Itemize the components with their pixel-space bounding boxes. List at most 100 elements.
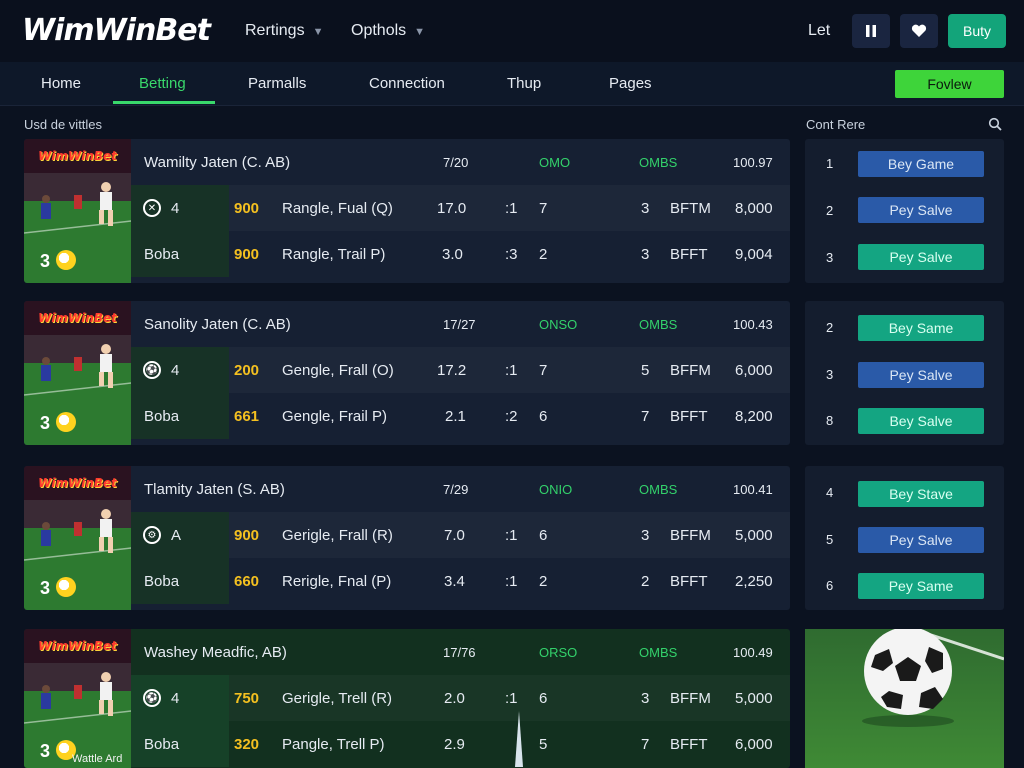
row-value-d: 3 bbox=[641, 200, 650, 217]
row-value-b: :1 bbox=[505, 200, 518, 217]
sport-icon: ✕ bbox=[143, 199, 161, 217]
menu-options-label: Opthols bbox=[351, 22, 407, 39]
row-value-c: 2 bbox=[539, 573, 548, 590]
row-value-f: 6,000 bbox=[735, 736, 773, 753]
nav-thup[interactable]: Thup bbox=[507, 75, 542, 92]
brand-logo[interactable]: WimWinBet bbox=[22, 13, 211, 48]
match-thumbnail: WimWinBet 3 bbox=[24, 139, 131, 283]
bet-action-button[interactable]: Pey Same bbox=[858, 573, 984, 599]
row-lead-cell bbox=[131, 721, 229, 767]
row-lead: Boba bbox=[144, 246, 180, 263]
featured-soccer-image[interactable] bbox=[805, 629, 1004, 768]
match-card[interactable]: WimWinBet 3 Wamilty Jaten (C. AB) 7/20 O… bbox=[24, 139, 790, 283]
row-value-b: :2 bbox=[505, 408, 518, 425]
row-value-f: 8,000 bbox=[735, 200, 773, 217]
row-value-c: 5 bbox=[539, 736, 548, 753]
market-value: 100.41 bbox=[733, 482, 773, 497]
thumbnail-number: 3 bbox=[40, 741, 51, 761]
bet-action-panel: 2 Bey Same 3 Pey Salve 8 Bey Salve bbox=[805, 301, 1004, 445]
favorite-button[interactable] bbox=[900, 14, 938, 48]
row-odds[interactable]: 320 bbox=[234, 736, 260, 753]
row-value-d: 7 bbox=[641, 408, 650, 425]
match-title[interactable]: Tlamity Jaten (S. AB) bbox=[144, 481, 285, 498]
nav-betting[interactable]: Betting bbox=[139, 75, 186, 92]
search-icon[interactable] bbox=[988, 117, 1002, 131]
match-title[interactable]: Wamilty Jaten (C. AB) bbox=[144, 154, 291, 171]
row-lead: A bbox=[171, 527, 182, 544]
nav-pages[interactable]: Pages bbox=[609, 75, 652, 92]
menu-ratings-label: Rertings bbox=[245, 22, 305, 39]
row-label: Gerigle, Frall (R) bbox=[282, 527, 393, 544]
let-link[interactable]: Let bbox=[808, 22, 831, 39]
match-time: 17/27 bbox=[443, 317, 476, 332]
row-value-b: :3 bbox=[505, 246, 518, 263]
menu-options[interactable]: Opthols ▼ bbox=[351, 22, 425, 40]
row-lead: 4 bbox=[171, 200, 180, 217]
table-row[interactable]: ⚽ 4 750 Gerigle, Trell (R) 2.0 :1 6 3 BF… bbox=[131, 675, 790, 721]
preview-button[interactable]: Fovlew bbox=[895, 70, 1004, 98]
soccer-ball-icon bbox=[56, 740, 76, 760]
nav-parmalls[interactable]: Parmalls bbox=[248, 75, 307, 92]
main-nav: Home Betting Parmalls Connection Thup Pa… bbox=[0, 62, 1024, 106]
row-value-d: 2 bbox=[641, 573, 650, 590]
row-value-e: BFFT bbox=[670, 573, 708, 590]
brand-banner: WimWinBet bbox=[24, 139, 131, 173]
row-value-d: 3 bbox=[641, 246, 650, 263]
market-code-2: OMBS bbox=[639, 317, 678, 332]
brand-banner: WimWinBet bbox=[24, 629, 131, 663]
heart-icon bbox=[911, 24, 927, 37]
bet-action-button[interactable]: Pey Salve bbox=[858, 197, 984, 223]
nav-home[interactable]: Home bbox=[41, 75, 82, 92]
match-time: 7/29 bbox=[443, 482, 469, 497]
table-row[interactable]: Boba 320 Pangle, Trell P) 2.9 5 7 BFFT 6… bbox=[131, 711, 790, 767]
row-value-c: 6 bbox=[539, 527, 548, 544]
table-row[interactable]: Boba 661 Gengle, Frail P) 2.1 :2 6 7 BFF… bbox=[131, 393, 790, 439]
pause-button[interactable] bbox=[852, 14, 890, 48]
menu-ratings[interactable]: Rertings ▼ bbox=[245, 22, 323, 40]
row-value-b: :1 bbox=[505, 690, 518, 707]
buy-button[interactable]: Buty bbox=[948, 14, 1006, 48]
table-row[interactable]: Boba 900 Rangle, Trail P) 3.0 :3 2 3 BFF… bbox=[131, 231, 790, 277]
row-lead-cell bbox=[131, 231, 229, 277]
pause-icon bbox=[866, 25, 876, 37]
bet-action-button[interactable]: Bey Game bbox=[858, 151, 984, 177]
row-odds[interactable]: 900 bbox=[234, 246, 260, 263]
match-title[interactable]: Washey Meadfic, AB) bbox=[144, 644, 287, 661]
row-value-a: 17.0 bbox=[437, 200, 467, 217]
match-time: 17/76 bbox=[443, 645, 476, 660]
row-odds[interactable]: 660 bbox=[234, 573, 260, 590]
row-odds[interactable]: 200 bbox=[234, 362, 260, 379]
bet-action-button[interactable]: Bey Same bbox=[858, 315, 984, 341]
sport-icon: ⚽ bbox=[143, 361, 161, 379]
bet-action-button[interactable]: Pey Salve bbox=[858, 362, 984, 388]
table-row[interactable]: ⚙ A 900 Gerigle, Frall (R) 7.0 :1 6 3 BF… bbox=[131, 512, 790, 558]
row-odds[interactable]: 661 bbox=[234, 408, 260, 425]
market-value: 100.43 bbox=[733, 317, 773, 332]
match-title[interactable]: Sanolity Jaten (C. AB) bbox=[144, 316, 291, 333]
row-value-a: 2.1 bbox=[445, 408, 466, 425]
table-row[interactable]: Boba 660 Rerigle, Fnal (P) 3.4 :1 2 2 BF… bbox=[131, 558, 790, 604]
row-odds[interactable]: 900 bbox=[234, 200, 260, 217]
match-card[interactable]: WimWinBet 3 Tlamity Jaten (S. AB) 7/29 O… bbox=[24, 466, 790, 610]
match-card[interactable]: WimWinBet 3 Washey Meadfic, AB) 17/76 OR… bbox=[24, 629, 790, 768]
player-photo bbox=[24, 663, 131, 768]
row-odds[interactable]: 900 bbox=[234, 527, 260, 544]
match-card[interactable]: WimWinBet 3 Sanolity Jaten (C. AB) 17/27… bbox=[24, 301, 790, 445]
bet-action-button[interactable]: Pey Salve bbox=[858, 527, 984, 553]
match-header-row: Wamilty Jaten (C. AB) 7/20 OMO OMBS 100.… bbox=[131, 139, 790, 185]
row-value-a: 3.0 bbox=[442, 246, 463, 263]
bet-action-button[interactable]: Bey Stave bbox=[858, 481, 984, 507]
nav-connection[interactable]: Connection bbox=[369, 75, 445, 92]
table-row[interactable]: ⚽ 4 200 Gengle, Frall (O) 17.2 :1 7 5 BF… bbox=[131, 347, 790, 393]
row-value-b: :1 bbox=[505, 527, 518, 544]
sport-icon: ⚙ bbox=[143, 526, 161, 544]
soccer-ball-icon bbox=[56, 250, 76, 270]
chevron-down-icon: ▼ bbox=[312, 26, 324, 38]
row-value-d: 7 bbox=[641, 736, 650, 753]
row-odds[interactable]: 750 bbox=[234, 690, 260, 707]
featured-image-caption: Wattle Ard bbox=[72, 753, 123, 765]
thumbnail-number: 3 bbox=[40, 413, 51, 433]
bet-action-button[interactable]: Pey Salve bbox=[858, 244, 984, 270]
bet-action-button[interactable]: Bey Salve bbox=[858, 408, 984, 434]
table-row[interactable]: ✕ 4 900 Rangle, Fual (Q) 17.0 :1 7 3 BFT… bbox=[131, 185, 790, 231]
